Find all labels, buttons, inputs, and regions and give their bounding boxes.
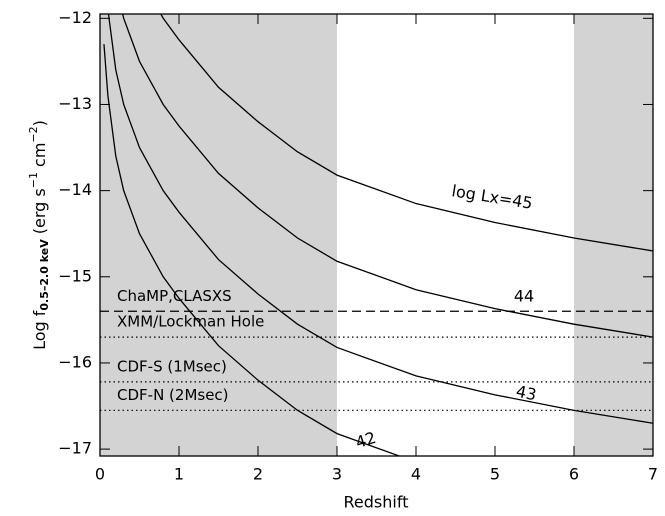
reference-label: ChaMP,CLASXS	[117, 287, 232, 305]
x-tick-label: 5	[490, 465, 500, 484]
y-label-mid: cm	[30, 143, 49, 172]
y-tick-label: −17	[58, 439, 92, 458]
y-label-exp: −2	[27, 126, 40, 142]
curve-label: log Lx=45	[450, 181, 534, 213]
x-tick-label: 7	[648, 465, 658, 484]
curve-label: 42	[353, 428, 378, 452]
y-axis-label: Log f0.5–2.0 keV (erg s−1 cm−2)	[27, 120, 51, 350]
reference-label: CDF-S (1Msec)	[117, 357, 227, 375]
reference-label: CDF-N (2Msec)	[117, 386, 229, 404]
reference-label: XMM/Lockman Hole	[117, 313, 264, 331]
x-tick-label: 4	[411, 465, 421, 484]
y-tick-label: −13	[58, 94, 92, 113]
x-axis-label: Redshift	[344, 493, 409, 512]
x-tick-label: 1	[174, 465, 184, 484]
x-tick-label: 0	[95, 465, 105, 484]
shaded-region	[574, 14, 653, 456]
y-tick-label: −14	[58, 180, 92, 199]
x-tick-label: 2	[253, 465, 263, 484]
curve	[107, 14, 653, 424]
curve-label: 43	[514, 382, 538, 405]
curve-label: 44	[514, 287, 534, 306]
y-label-open: (erg s	[30, 188, 49, 239]
x-tick-label: 6	[569, 465, 579, 484]
y-label-main: Log f	[30, 310, 49, 350]
curve	[122, 14, 653, 338]
plot-frame	[99, 13, 654, 457]
y-label-exp: −1	[27, 172, 40, 188]
y-tick-label: −16	[58, 352, 92, 371]
curve	[160, 14, 653, 252]
y-tick-label: −12	[58, 8, 92, 27]
curve	[103, 44, 402, 456]
y-label-sub: 0.5–2.0 keV	[38, 239, 51, 311]
x-tick-label: 3	[332, 465, 342, 484]
y-label-close: )	[30, 120, 49, 126]
y-tick-label: −15	[58, 266, 92, 285]
